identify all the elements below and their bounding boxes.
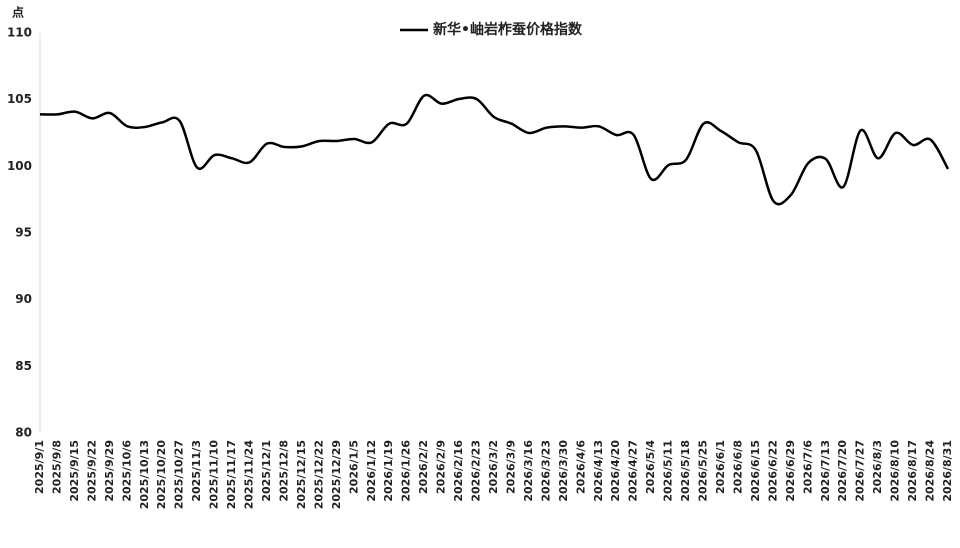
x-tick-label: 2026/5/11: [662, 440, 675, 502]
x-tick-label: 2026/7/20: [836, 440, 849, 502]
x-tick-label: 2026/8/31: [941, 440, 954, 502]
y-tick-label: 105: [7, 92, 32, 106]
data-line: [39, 93, 950, 206]
x-tick-label: 2026/3/16: [522, 440, 535, 502]
x-tick-label: 2025/9/22: [85, 440, 98, 502]
x-tick-label: 2026/2/23: [470, 440, 483, 502]
x-tick-label: 2025/11/3: [190, 440, 203, 502]
x-tick-label: 2025/11/10: [208, 440, 221, 510]
x-tick-label: 2026/3/30: [557, 440, 570, 502]
x-tick-label: 2026/8/10: [889, 440, 902, 502]
x-tick-label: 2025/9/29: [103, 440, 116, 502]
x-tick-label: 2026/6/15: [749, 440, 762, 502]
x-tick-label: 2025/12/8: [277, 440, 290, 502]
x-tick-label: 2026/2/9: [435, 440, 448, 494]
x-tick-label: 2026/7/13: [819, 440, 832, 502]
x-tick-label: 2026/1/5: [347, 440, 360, 494]
x-tick-label: 2025/10/6: [120, 440, 133, 502]
x-tick-label: 2026/3/2: [487, 440, 500, 494]
x-tick-label: 2026/8/3: [871, 440, 884, 494]
x-tick-label: 2026/4/27: [627, 440, 640, 502]
x-tick-label: 2025/9/8: [50, 440, 63, 494]
y-tick-label: 85: [15, 359, 32, 373]
x-tick-label: 2025/10/20: [155, 440, 168, 510]
x-tick-label: 2026/3/9: [504, 440, 517, 494]
x-tick-label: 2026/7/6: [801, 440, 814, 494]
x-tick-label: 2026/6/1: [714, 440, 727, 494]
x-tick-label: 2026/1/12: [365, 440, 378, 502]
y-axis-label: 点: [12, 5, 24, 20]
x-tick-label: 2026/8/24: [924, 440, 937, 502]
x-tick-label: 2026/6/29: [784, 440, 797, 502]
x-tick-label: 2025/12/29: [330, 440, 343, 509]
x-tick-label: 2025/11/17: [225, 440, 238, 509]
x-tick-label: 2025/12/22: [312, 440, 325, 509]
x-tick-label: 2026/3/23: [539, 440, 552, 502]
x-tick-label: 2026/4/13: [592, 440, 605, 502]
x-tick-label: 2025/10/13: [138, 440, 151, 509]
x-tick-label: 2026/4/20: [609, 440, 622, 502]
x-tick-label: 2026/2/2: [417, 440, 430, 494]
x-tick-label: 2026/5/4: [644, 440, 657, 494]
y-tick-label: 80: [15, 426, 32, 440]
y-tick-label: 110: [7, 26, 32, 40]
x-tick-label: 2026/5/25: [697, 440, 710, 502]
y-tick-label: 100: [7, 159, 32, 173]
x-tick-label: 2025/12/1: [260, 440, 273, 502]
x-tick-label: 2026/5/18: [679, 440, 692, 502]
x-tick-label: 2026/8/17: [906, 440, 919, 502]
x-tick-label: 2026/6/8: [731, 440, 744, 494]
x-tick-label: 2026/2/16: [452, 440, 465, 502]
x-tick-label: 2026/6/22: [766, 440, 779, 502]
x-tick-label: 2025/11/24: [243, 440, 256, 510]
x-tick-label: 2026/1/19: [382, 440, 395, 502]
legend-label: 新华•岫岩柞蚕价格指数: [433, 21, 583, 38]
x-tick-label: 2025/10/27: [173, 440, 186, 509]
y-tick-label: 90: [15, 292, 32, 306]
x-tick-label: 2025/12/15: [295, 440, 308, 509]
x-tick-label: 2025/9/1: [33, 440, 46, 494]
x-tick-label: 2026/4/6: [574, 440, 587, 494]
x-tick-label: 2025/9/15: [68, 440, 81, 502]
y-tick-label: 95: [15, 226, 32, 240]
x-tick-label: 2026/1/26: [400, 440, 413, 502]
x-tick-label: 2026/7/27: [854, 440, 867, 502]
